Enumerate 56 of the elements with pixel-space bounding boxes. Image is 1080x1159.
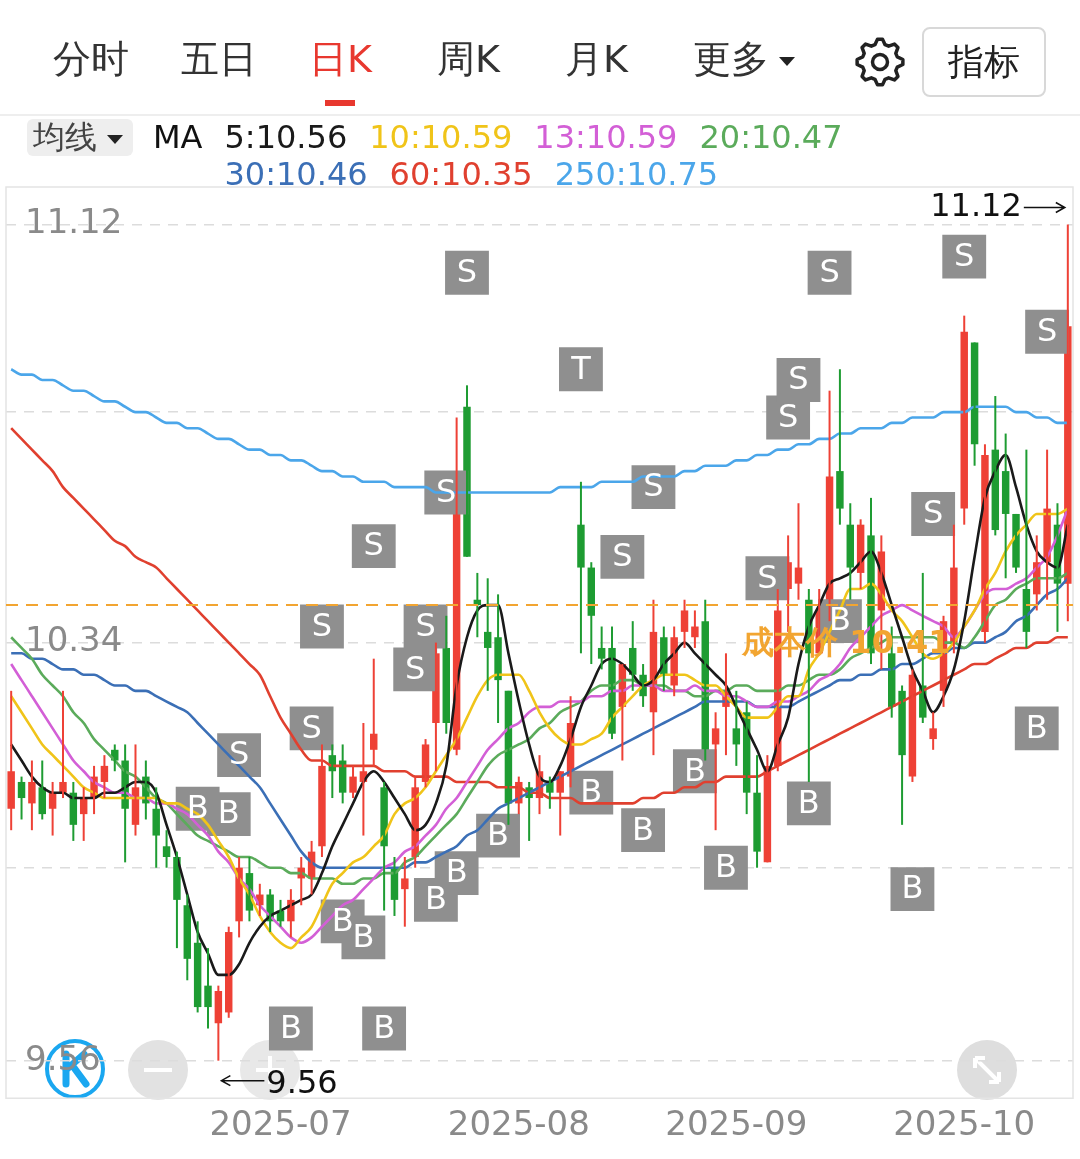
text: 13:10.59 [534, 118, 678, 156]
data-label: B [217, 793, 240, 832]
data-label: S [819, 252, 840, 291]
data-label: B [714, 847, 737, 886]
data-label: S [922, 493, 944, 532]
text: 20:10.47 [699, 118, 843, 156]
data-label: B [331, 900, 354, 939]
data-label: B [445, 852, 468, 891]
x-tick-label: 2025-10 [893, 1103, 1036, 1144]
data-label: B [1025, 707, 1048, 746]
data-label: B [373, 1007, 396, 1046]
text: 60:10.35 [389, 155, 533, 193]
text: 月K [565, 36, 628, 82]
legend-title: MA [153, 118, 203, 156]
data-label: B [424, 879, 447, 918]
annotation: 11.12 [930, 185, 1022, 224]
data-label: S [415, 605, 436, 644]
data-label: S [777, 396, 799, 435]
data-label: B [797, 782, 820, 821]
text: 10:10.59 [369, 118, 513, 156]
x-tick-label: 2025-08 [447, 1103, 590, 1144]
data-label: B [683, 750, 706, 789]
text: 均线 [27, 118, 133, 156]
data-label: S [405, 648, 426, 687]
data-label: S [757, 557, 778, 596]
data-label: B [487, 814, 510, 853]
x-tick-label: 2025-07 [209, 1103, 352, 1144]
text: 指标 [922, 27, 1046, 97]
annotation: 9.56 [266, 1062, 338, 1101]
data-label: S [954, 235, 975, 274]
data-label: S [612, 536, 633, 575]
y-tick-label: 10.34 [25, 619, 123, 660]
text: 五日 [181, 36, 257, 82]
data-label: B [901, 868, 924, 907]
data-label: B [352, 916, 375, 955]
data-label: S [788, 359, 809, 398]
text: 日K [309, 36, 372, 106]
data-label: B [580, 771, 603, 810]
text: 分时 [53, 36, 129, 82]
data-label: S [1036, 311, 1058, 350]
x-tick-label: 2025-09 [665, 1103, 808, 1144]
text: 30:10.46 [224, 155, 368, 193]
text: 周K [437, 36, 500, 82]
data-label: S [363, 525, 384, 564]
y-tick-label: 11.12 [25, 201, 123, 242]
data-label: B [279, 1007, 302, 1046]
data-label: S [228, 734, 250, 773]
data-label: S [643, 466, 664, 505]
data-label: S [311, 605, 333, 644]
text: 更多 [693, 36, 770, 82]
data-label: S [456, 252, 478, 291]
data-label: B [632, 809, 655, 848]
text: 250:10.75 [554, 155, 719, 193]
data-label: T [570, 348, 592, 387]
data-label: S [301, 707, 322, 746]
legend-label: 5:10.56 [224, 118, 348, 156]
